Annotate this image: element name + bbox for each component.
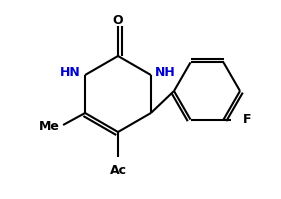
Text: NH: NH <box>155 65 176 78</box>
Text: Ac: Ac <box>110 164 126 177</box>
Text: Me: Me <box>39 120 60 133</box>
Text: O: O <box>113 14 123 26</box>
Text: HN: HN <box>60 65 81 78</box>
Text: F: F <box>243 113 251 126</box>
